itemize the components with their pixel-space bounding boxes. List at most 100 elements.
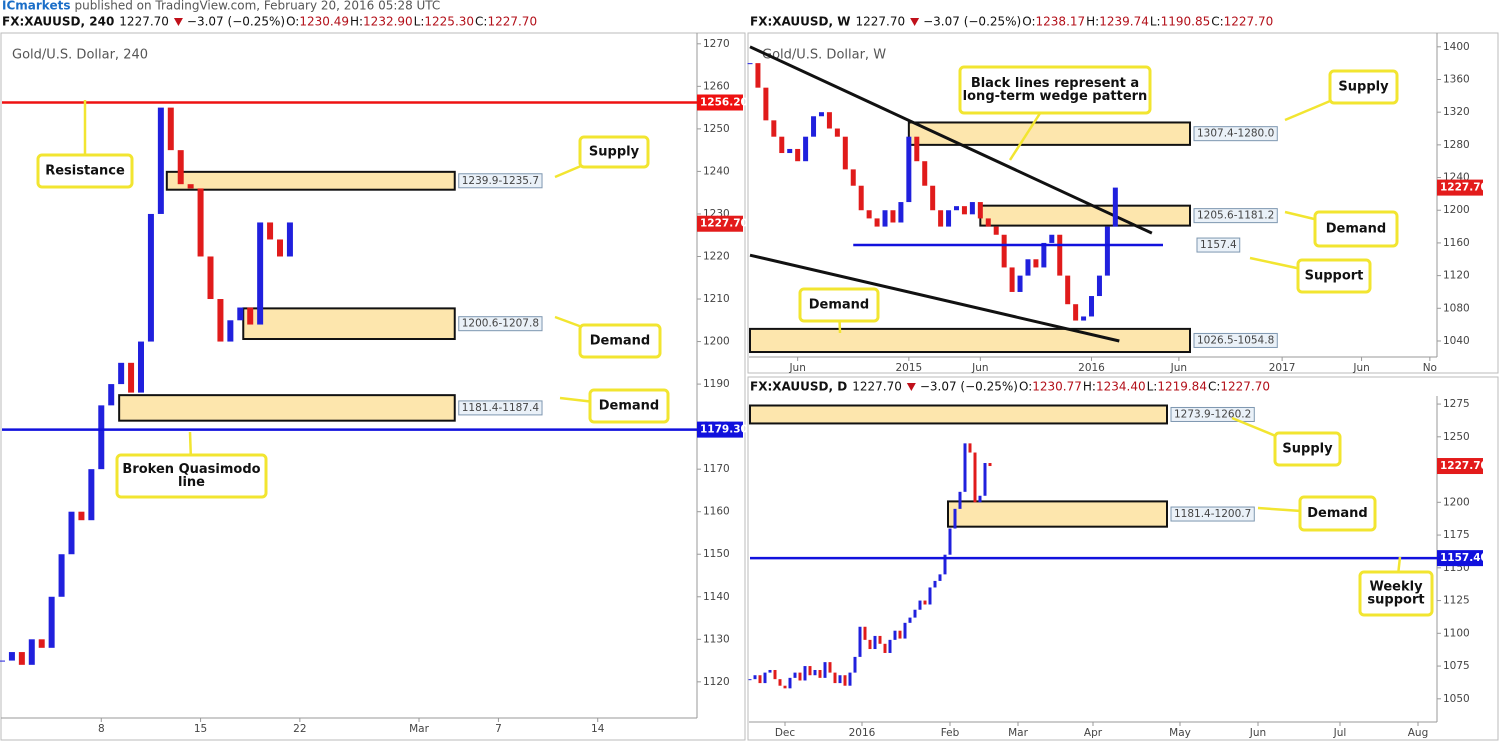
candle <box>88 469 95 521</box>
x-tick-label: Jun <box>1249 727 1266 739</box>
candle <box>167 107 174 151</box>
candle <box>1025 259 1031 276</box>
candle <box>958 491 962 509</box>
candle <box>923 600 927 605</box>
publisher: ICmarkets <box>2 0 70 13</box>
y-tick-label: 1050 <box>1443 693 1470 705</box>
y-tick-label: 1120 <box>703 676 730 688</box>
chart-title: Gold/U.S. Dollar, W <box>762 48 886 63</box>
header-text: H: <box>1086 15 1099 29</box>
candle <box>247 307 254 325</box>
x-tick-label: 2017 <box>1269 362 1296 374</box>
candle <box>893 630 897 640</box>
x-tick-label: 2016 <box>1078 362 1105 374</box>
callout-text: Support <box>1305 269 1364 284</box>
zone-label-box <box>1193 208 1278 224</box>
header-text: FX:XAUUSD, D <box>750 380 847 394</box>
candle <box>778 679 782 686</box>
zone <box>907 121 1191 146</box>
callout-box <box>1358 570 1434 617</box>
candle <box>834 128 840 137</box>
callout-box <box>1273 431 1342 467</box>
candle <box>748 679 752 681</box>
candle <box>227 320 234 342</box>
y-tick-label: 1120 <box>1443 270 1470 282</box>
last-price: 1227.70 <box>1440 460 1488 472</box>
candle <box>848 672 852 686</box>
candle <box>933 580 937 588</box>
candle <box>286 222 293 257</box>
candle <box>833 672 837 684</box>
candle <box>868 639 872 650</box>
x-tick-label: 7 <box>495 723 502 735</box>
y-tick-label: 1190 <box>703 378 730 390</box>
candle <box>177 150 184 185</box>
candle <box>930 185 936 211</box>
candle <box>878 635 882 644</box>
candle <box>890 210 896 223</box>
header-text: L: <box>1147 380 1158 394</box>
price-tag: 1256.20 <box>700 97 748 109</box>
candle <box>237 307 244 321</box>
y-tick-label: 1250 <box>703 123 730 135</box>
candle <box>98 405 105 470</box>
callout-box <box>578 323 662 359</box>
y-tick-label: 1260 <box>703 80 730 92</box>
level-label-box <box>1196 237 1241 253</box>
candle <box>118 362 125 385</box>
down-arrow <box>173 18 183 26</box>
callout-box <box>798 287 880 323</box>
y-tick-label: 1275 <box>1443 398 1470 410</box>
header-text: O: <box>1022 15 1035 29</box>
trendline <box>749 253 1120 343</box>
trendline <box>749 45 1153 235</box>
candle <box>853 656 857 673</box>
candle <box>918 600 922 610</box>
callout-text: Demand <box>1326 222 1387 237</box>
header-text: 1234.40 <box>1096 380 1146 394</box>
candle <box>78 511 85 521</box>
candle <box>843 675 847 686</box>
candle <box>1009 267 1015 292</box>
zone-label: 1205.6-1181.2 <box>1197 210 1274 222</box>
x-tick-label: Mar <box>1008 727 1028 739</box>
y-tick-label: 1140 <box>703 591 730 603</box>
candle <box>866 210 872 219</box>
candle <box>858 185 864 211</box>
zone-label: 1273.9-1260.2 <box>1174 408 1251 420</box>
header-text: O: <box>1019 380 1032 394</box>
candle <box>983 463 987 496</box>
header-text: O: <box>286 15 299 29</box>
candle <box>187 184 194 189</box>
candle <box>813 669 817 676</box>
last-price-box <box>1437 458 1483 475</box>
callout-text: long-term wedge pattern <box>963 89 1148 104</box>
candle <box>1001 234 1007 268</box>
candle <box>267 222 274 240</box>
header-text: C: <box>1208 380 1220 394</box>
header-text: −3.07 (−0.25%) <box>920 380 1018 394</box>
x-tick-label: 14 <box>591 723 605 735</box>
callout-box <box>1298 495 1377 532</box>
candle <box>795 148 801 162</box>
last-price-box <box>1437 179 1483 196</box>
header-text: L: <box>414 15 425 29</box>
header-text: 1227.70 <box>1220 380 1270 394</box>
header-text: 1239.74 <box>1099 15 1149 29</box>
zone-label-box <box>1193 332 1278 348</box>
zone <box>165 170 456 191</box>
x-tick-label: Jul <box>1333 727 1347 739</box>
zone-label: 1200.6-1207.8 <box>462 318 539 330</box>
callout-text: line <box>178 475 205 490</box>
candle <box>768 669 772 673</box>
zone <box>979 204 1191 227</box>
y-tick-label: 1125 <box>1443 595 1470 607</box>
y-tick-label: 1200 <box>703 336 730 348</box>
candle <box>1112 187 1118 227</box>
candle <box>747 63 753 65</box>
callout-box <box>36 153 134 189</box>
x-tick-label: Dec <box>775 727 796 739</box>
candle <box>969 202 975 215</box>
callout-box <box>1296 258 1372 294</box>
price-tag-box <box>697 421 743 438</box>
